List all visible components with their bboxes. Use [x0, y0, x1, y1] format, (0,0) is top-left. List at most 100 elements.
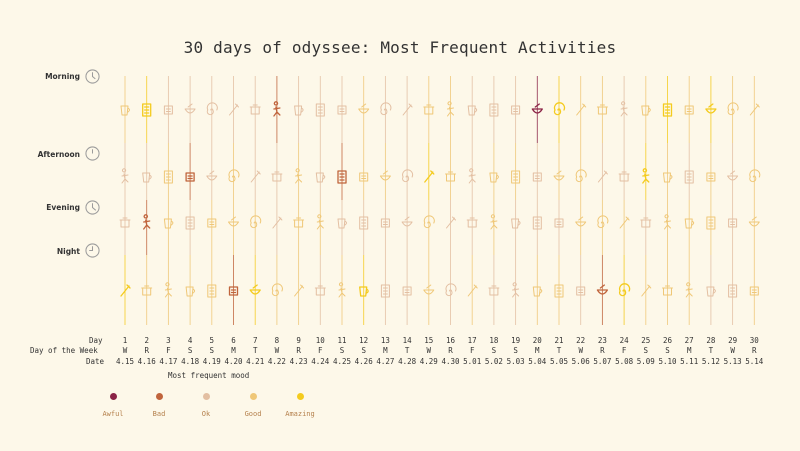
weekday-tick-label: T	[557, 346, 562, 355]
activity-glyph	[249, 104, 261, 115]
activity-mark	[163, 170, 173, 184]
date-tick-label: 4.24	[311, 357, 330, 366]
day-tick-label: 16	[446, 336, 456, 345]
row-label-day: Day	[89, 336, 103, 345]
legend-label: Good	[244, 410, 262, 418]
weekday-tick-label: R	[600, 346, 605, 355]
day-tick-label: 5	[210, 336, 215, 345]
activity-mark	[490, 214, 498, 230]
day-tick-label: 14	[403, 336, 413, 345]
activity-mark	[185, 172, 195, 182]
activity-mark	[618, 171, 630, 182]
activity-mark	[337, 218, 347, 229]
activity-glyph	[228, 169, 240, 183]
activity-mark	[596, 284, 609, 295]
activity-glyph	[575, 216, 587, 227]
legend-swatch	[249, 393, 257, 400]
activity-mark	[749, 169, 761, 183]
activity-mark	[576, 286, 586, 296]
activity-mark	[554, 218, 564, 228]
activity-glyph	[576, 286, 586, 296]
date-tick-label: 5.10	[658, 357, 677, 366]
activity-glyph	[184, 103, 196, 114]
activity-mark	[402, 169, 414, 183]
activity-mark	[728, 218, 738, 228]
activity-mark	[553, 170, 565, 181]
activity-glyph	[141, 285, 153, 296]
activity-mark	[642, 168, 650, 184]
weekday-tick-label: W	[578, 346, 583, 355]
activity-mark	[184, 103, 196, 114]
day-tick-label: 28	[706, 336, 716, 345]
activity-glyph	[618, 171, 630, 182]
date-tick-label: 4.22	[268, 357, 286, 366]
activity-glyph	[467, 284, 478, 297]
activity-glyph	[229, 103, 239, 116]
date-tick-label: 4.20	[224, 357, 243, 366]
day-tick-label: 27	[685, 336, 694, 345]
activity-glyph	[271, 283, 283, 297]
activity-mark	[553, 102, 566, 116]
activity-glyph	[640, 217, 652, 228]
activity-glyph	[597, 215, 609, 229]
activity-mark	[228, 286, 239, 296]
activity-mark	[380, 284, 390, 298]
activity-glyph	[359, 286, 369, 297]
activity-mark	[272, 216, 283, 229]
activity-mark	[228, 169, 240, 183]
activity-glyph	[207, 284, 217, 298]
legend-swatch	[109, 393, 117, 400]
date-tick-label: 4.19	[203, 357, 221, 366]
activity-mark	[229, 103, 239, 116]
activity-glyph	[271, 171, 283, 182]
activity-mark	[379, 170, 391, 181]
weekday-tick-label: S	[361, 346, 366, 355]
activity-glyph	[662, 285, 673, 296]
weekday-tick-label: S	[340, 346, 345, 355]
activity-mark	[619, 216, 630, 229]
activity-glyph	[489, 103, 499, 117]
activity-glyph	[706, 172, 716, 182]
weekday-tick-label: S	[665, 346, 670, 355]
date-tick-label: 5.09	[637, 357, 655, 366]
activity-mark	[359, 286, 369, 297]
activity-mark	[489, 172, 499, 183]
activity-glyph	[728, 284, 738, 298]
activity-mark	[749, 286, 759, 296]
activity-glyph	[531, 103, 543, 114]
period-label-evening: Evening	[46, 203, 80, 212]
activity-glyph	[641, 284, 652, 297]
activity-mark	[728, 284, 738, 298]
date-tick-label: 5.11	[680, 357, 698, 366]
weekday-tick-label: R	[752, 346, 757, 355]
legend-item-ok: Ok	[176, 393, 236, 418]
activity-mark	[531, 103, 543, 114]
activity-glyph	[142, 103, 152, 117]
activity-mark	[684, 218, 695, 229]
activity-mark	[706, 216, 716, 230]
day-tick-label: 26	[663, 336, 673, 345]
activity-mark	[295, 168, 303, 184]
activity-mark	[423, 104, 435, 115]
activity-mark	[271, 283, 283, 297]
clock-icon	[85, 69, 100, 84]
activity-mark	[511, 170, 521, 184]
activity-glyph	[511, 105, 521, 115]
activity-mark	[684, 170, 694, 184]
activity-mark	[446, 216, 456, 229]
activity-mark	[641, 284, 652, 297]
legend-item-bad: Bad	[129, 393, 189, 418]
date-tick-label: 5.05	[550, 357, 568, 366]
day-tick-label: 25	[641, 336, 650, 345]
activity-glyph	[272, 216, 283, 229]
activity-glyph	[249, 284, 261, 295]
activity-glyph	[228, 286, 239, 296]
activity-glyph	[554, 284, 564, 298]
activity-glyph	[120, 284, 131, 297]
activity-glyph	[490, 214, 498, 230]
weekday-tick-label: R	[296, 346, 301, 355]
weekday-tick-label: W	[275, 346, 280, 355]
period-label-morning: Morning	[45, 72, 80, 81]
activity-mark	[250, 215, 262, 229]
activity-glyph	[748, 216, 760, 227]
